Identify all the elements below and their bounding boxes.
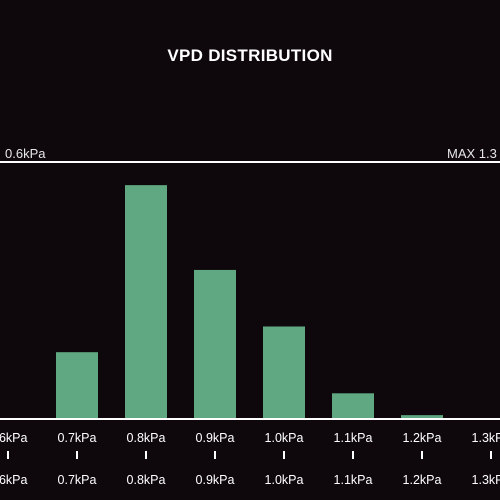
x-tick-label-secondary: 0.7kPa (58, 473, 97, 487)
bar-0.7kPa (56, 352, 98, 419)
x-tick-label-secondary: 1.0kPa (265, 473, 304, 487)
x-tick-label: 0.6kPa (0, 431, 28, 445)
bar-1.2kPa (401, 415, 443, 419)
chart-title: VPD DISTRIBUTION (167, 46, 333, 65)
x-tick-label: 0.7kPa (58, 431, 97, 445)
x-tick-label: 1.3kPa (472, 431, 500, 445)
x-tick-label: 1.1kPa (334, 431, 373, 445)
x-tick-label-secondary: 1.2kPa (403, 473, 442, 487)
x-tick-label-secondary: 0.8kPa (127, 473, 166, 487)
max-value-label: MAX 1.3 (447, 146, 497, 161)
bar-0.9kPa (194, 269, 236, 419)
x-tick-label-secondary: 0.9kPa (196, 473, 235, 487)
x-tick-label: 1.2kPa (403, 431, 442, 445)
bar-1.1kPa (332, 393, 374, 419)
x-tick-label: 0.8kPa (127, 431, 166, 445)
x-tick-label-secondary: 1.1kPa (334, 473, 373, 487)
min-value-label: 0.6kPa (5, 146, 46, 161)
bar-1.0kPa (263, 326, 305, 419)
bar-0.8kPa (125, 185, 167, 419)
x-tick-label-secondary: 0.6kPa (0, 473, 28, 487)
x-tick-label: 0.9kPa (196, 431, 235, 445)
x-tick-label: 1.0kPa (265, 431, 304, 445)
x-tick-label-secondary: 1.3kPa (472, 473, 500, 487)
